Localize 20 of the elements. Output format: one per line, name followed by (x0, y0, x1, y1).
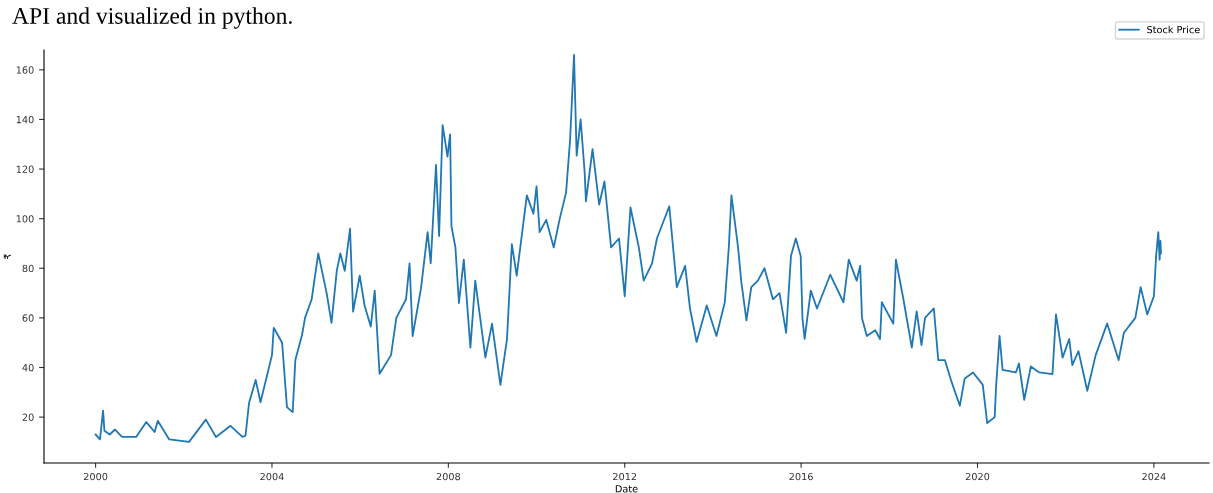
y-tick-label: 100 (16, 215, 34, 223)
text: API and visualized in python. (12, 7, 292, 29)
y-tick-label: 80 (22, 264, 34, 273)
x-axis-title: Date (615, 485, 638, 493)
y-tick-label: 40 (22, 363, 34, 372)
y-tick-label: 60 (22, 314, 34, 322)
y-tick-label: 20 (22, 413, 34, 421)
y-axis-title: ₹ (3, 253, 11, 260)
x-tick-label: 2016 (789, 472, 813, 481)
x-tick-label: 2008 (436, 472, 461, 481)
x-tick-label: 2004 (260, 472, 284, 481)
x-tick-label: 2000 (83, 472, 108, 481)
x-tick-label: 2024 (1142, 472, 1166, 481)
y-tick-label: 120 (16, 165, 34, 173)
line-series (94, 54, 1162, 443)
x-tick-label: 2020 (965, 472, 990, 481)
x-tick-label: 2012 (613, 472, 637, 481)
y-tick-label: 140 (16, 115, 34, 124)
y-tick-label: 160 (16, 66, 34, 74)
legend-label: Stock Price (1147, 25, 1200, 34)
